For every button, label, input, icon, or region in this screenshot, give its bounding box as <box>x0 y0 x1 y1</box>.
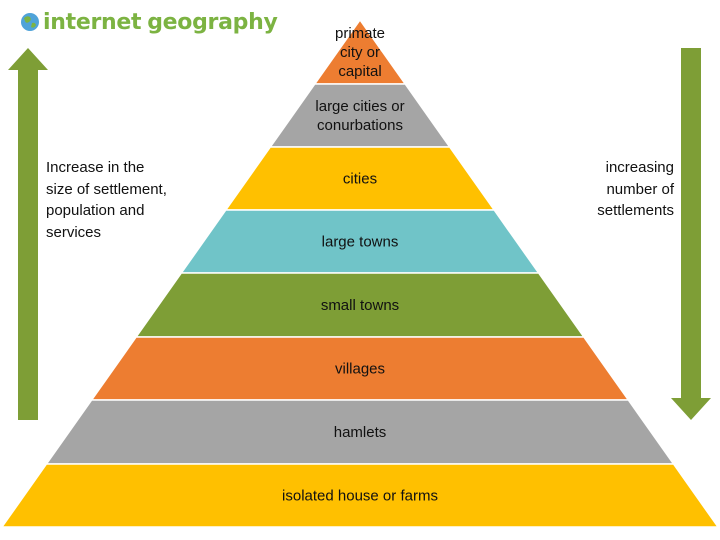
pyramid-layer-label: conurbations <box>317 117 403 134</box>
pyramid-layer-label: small towns <box>321 297 399 314</box>
pyramid-layer: large cities or conurbations <box>268 83 452 148</box>
annotation-line: services <box>46 223 102 241</box>
globe-icon <box>21 13 39 31</box>
annotation-line: Increase in the <box>46 159 145 176</box>
pyramid-layer: cities <box>224 146 496 211</box>
pyramid-layer: large towns <box>179 209 541 274</box>
annotation-line: population and <box>46 202 145 219</box>
pyramid-layer-label: capital <box>338 63 381 80</box>
pyramid-layer-band <box>268 83 452 148</box>
pyramid-layer-band <box>0 463 720 528</box>
pyramid-layer: villages <box>90 336 630 401</box>
pyramid-layer: small towns <box>134 272 586 338</box>
annotation-line: settlements <box>597 202 674 219</box>
up-arrow-icon <box>8 48 48 425</box>
size-increase-annotation: Increase in the size of settlement, popu… <box>46 157 206 243</box>
annotation-line: size of settlement, <box>46 180 167 198</box>
logo-word-internet: internet <box>43 9 142 35</box>
pyramid-layer-label: city or <box>340 44 380 61</box>
pyramid-layer-label: large cities or <box>315 98 404 115</box>
logo-word-geography: geography <box>147 9 278 35</box>
annotation-line: increasing <box>605 159 674 176</box>
annotation-line: number of <box>606 180 674 198</box>
pyramid-layer-label: large towns <box>322 234 399 251</box>
logo: internet geography <box>20 6 278 38</box>
down-arrow-icon <box>671 48 711 425</box>
pyramid-layer: isolated house or farms <box>0 463 720 528</box>
pyramid-layer: hamlets <box>45 399 675 465</box>
pyramid-layer-label: villages <box>335 361 385 378</box>
pyramid-layer-label: primate <box>335 25 385 42</box>
pyramid-layer-label: cities <box>343 171 377 188</box>
pyramid-layer-label: hamlets <box>334 424 387 441</box>
pyramid-layer-label: isolated house or farms <box>282 488 438 505</box>
number-increase-annotation: increasing number of settlements <box>554 157 674 222</box>
pyramid-layer: primate city or capital <box>313 18 407 85</box>
